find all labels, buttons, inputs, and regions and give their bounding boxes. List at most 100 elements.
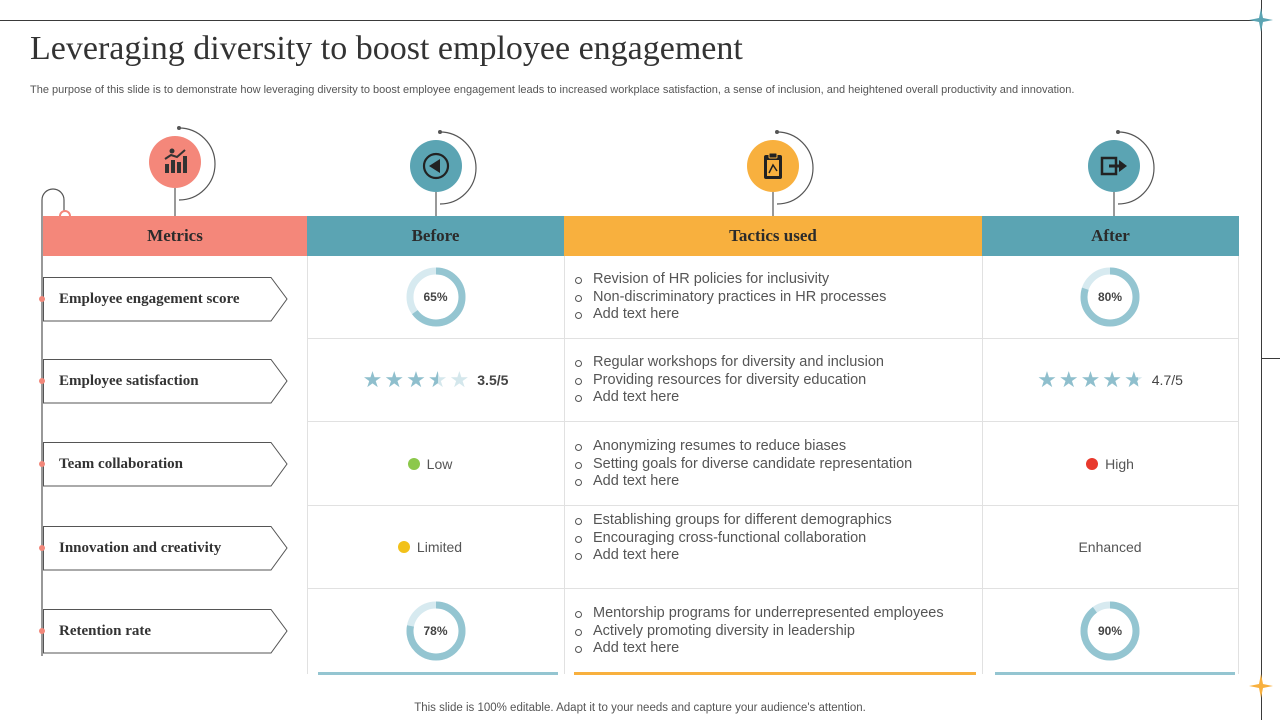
after-cell: Enhanced: [982, 506, 1238, 588]
metric-label: Team collaboration: [59, 455, 184, 472]
metric-label: Employee satisfaction: [59, 372, 199, 389]
donut-chart: 80%: [1079, 266, 1141, 328]
connector-dot: [39, 628, 45, 634]
before-cell: Low: [307, 422, 553, 505]
donut-chart: 65%: [405, 266, 467, 328]
star-icon: ★: [384, 367, 405, 392]
star-icon: ★: [1037, 367, 1057, 392]
star-icon: ★: [406, 367, 426, 392]
tactics-cell: Mentorship programs for underrepresented…: [574, 605, 974, 658]
after-cell: High: [982, 422, 1238, 505]
tactic-item: Setting goals for diverse candidate repr…: [574, 456, 974, 474]
rating-value: 4.7/5: [1151, 372, 1183, 388]
grid-row-line: [307, 338, 1239, 339]
rating-value: 3.5/5: [477, 372, 509, 388]
donut-arc: [1080, 601, 1140, 661]
metric-label: Employee engagement score: [59, 290, 240, 307]
status-dot-red: [1086, 457, 1099, 470]
grid-column-line: [307, 256, 308, 674]
metric-row-innovation: Innovation and creativity: [39, 526, 288, 571]
after-header-icon-badge: [1078, 130, 1158, 220]
status-dot-yellow: [397, 541, 410, 553]
rewind-arrow-icon: [410, 140, 462, 192]
tactics-cell: Anonymizing resumes to reduce biases Set…: [574, 438, 974, 491]
slide-footer: This slide is 100% editable. Adapt it to…: [414, 702, 866, 714]
sparkle-bottom-icon: [1249, 674, 1273, 698]
status-label: Low: [426, 455, 453, 472]
connector-dot: [39, 296, 45, 302]
star-icon: ★: [1080, 367, 1101, 392]
metric-label: Retention rate: [59, 622, 152, 639]
grid-row-line: [307, 421, 1239, 422]
metric-row-retention: Retention rate: [39, 609, 288, 654]
donut-chart: 78%: [405, 600, 467, 662]
metric-row-engagement-score: Employee engagement score: [39, 277, 288, 322]
slide-title: Leveraging diversity to boost employee e…: [30, 30, 743, 67]
after-cell: 90%: [982, 589, 1238, 673]
frame-top-line: [0, 20, 1262, 21]
tactic-item: Non-discriminatory practices in HR proce…: [574, 289, 974, 307]
tactic-item: Add text here: [574, 306, 974, 324]
tactic-item: Establishing groups for different demogr…: [574, 512, 974, 530]
tactics-cell: Revision of HR policies for inclusivity …: [574, 271, 974, 324]
after-column-underline: [995, 672, 1235, 675]
status-dot-green: [407, 457, 420, 470]
before-cell: Limited: [307, 506, 553, 588]
metrics-header-icon-badge: [139, 126, 219, 216]
grid-column-line: [982, 256, 983, 674]
tactics-header-icon-badge: [737, 130, 817, 220]
tactic-item: Add text here: [574, 473, 974, 491]
donut-value: 90%: [1097, 624, 1123, 638]
frame-side-tick: [1262, 358, 1280, 359]
connector-dot: [39, 545, 45, 551]
after-cell: 80%: [982, 256, 1238, 338]
tactics-cell: Establishing groups for different demogr…: [574, 512, 974, 565]
sparkle-top-icon: [1249, 8, 1273, 32]
star-icon: ★: [362, 367, 383, 392]
metrics-connector-line: [41, 188, 71, 656]
before-header: Before: [307, 216, 564, 256]
donut-arc: [406, 267, 465, 327]
after-header: After: [982, 216, 1239, 256]
tactics-cell: Regular workshops for diversity and incl…: [574, 354, 974, 407]
grid-row-line: [307, 588, 1239, 589]
tactic-item: Add text here: [574, 547, 974, 565]
frame-right-line: [1261, 0, 1262, 720]
clipboard-strategy-icon: [747, 140, 799, 192]
before-cell: 78%: [307, 589, 564, 673]
tactics-header: Tactics used: [564, 216, 982, 256]
before-cell: 65%: [307, 256, 564, 338]
tactics-column-underline: [574, 672, 976, 675]
tactic-item: Providing resources for diversity educat…: [574, 372, 974, 390]
grid-row-line: [307, 505, 1239, 506]
donut-arc: [406, 601, 465, 661]
tactic-item: Encouraging cross-functional collaborati…: [574, 530, 974, 548]
donut-arc: [1080, 267, 1140, 327]
connector-dot: [39, 378, 45, 384]
connector-dot: [39, 461, 45, 467]
exit-arrow-icon: [1088, 140, 1140, 192]
tactic-item: Mentorship programs for underrepresented…: [574, 605, 974, 623]
star-icon: ★: [1124, 367, 1144, 392]
slide-subtitle: The purpose of this slide is to demonstr…: [30, 84, 1075, 96]
star-icon: ★: [449, 367, 470, 392]
grid-column-line: [564, 256, 565, 674]
tactic-item: Add text here: [574, 389, 974, 407]
star-icon: ★: [427, 367, 448, 392]
donut-value: 78%: [423, 624, 448, 638]
tactic-item: Regular workshops for diversity and incl…: [574, 354, 974, 372]
grid-column-line: [1238, 256, 1239, 674]
tactic-item: Revision of HR policies for inclusivity: [574, 271, 974, 289]
donut-value: 65%: [423, 290, 448, 304]
before-cell: ★ ★ ★ ★ ★ 3.5/5: [307, 339, 564, 421]
donut-value: 80%: [1097, 290, 1123, 304]
star-icon: ★: [1102, 367, 1123, 392]
status-label: Enhanced: [1078, 539, 1142, 555]
star-rating: ★ ★ ★ ★ ★: [1037, 369, 1144, 391]
star-rating: ★ ★ ★ ★ ★: [363, 369, 470, 391]
tactic-item: Anonymizing resumes to reduce biases: [574, 438, 974, 456]
before-column-underline: [318, 672, 558, 675]
donut-chart: 90%: [1079, 600, 1141, 662]
star-icon: ★: [1058, 367, 1079, 392]
metric-row-satisfaction: Employee satisfaction: [39, 359, 288, 404]
